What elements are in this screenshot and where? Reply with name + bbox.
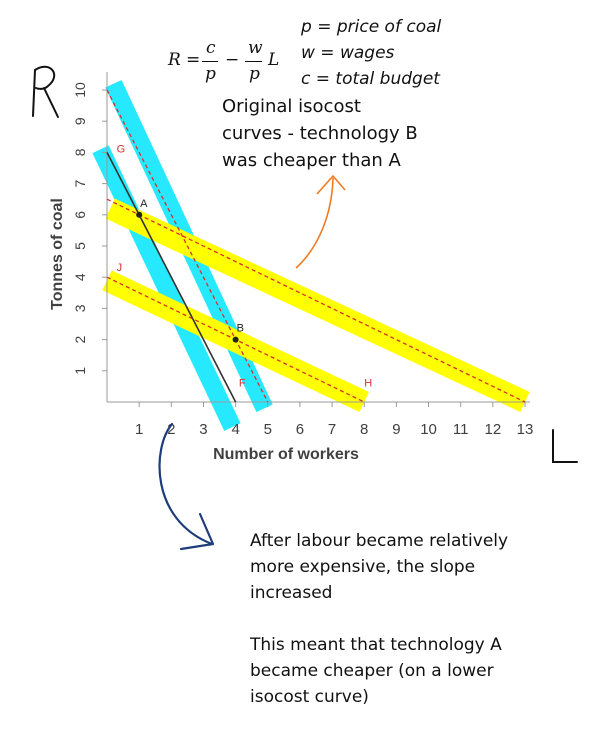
annotation-after-line: isocost curve) xyxy=(250,687,369,707)
isocost-line xyxy=(106,198,526,403)
line-label: F xyxy=(239,377,246,389)
line-label: J xyxy=(117,262,123,274)
formula-minus: − xyxy=(225,50,240,70)
annotation-after: After labour became relatively more expe… xyxy=(250,528,508,710)
legend-wages: w = wages xyxy=(301,43,395,63)
x-tick-label: 12 xyxy=(485,421,502,438)
annotation-after-line: increased xyxy=(250,583,333,603)
formula-eq: = xyxy=(186,50,201,70)
annotation-after-line: After labour became relatively xyxy=(250,531,509,551)
y-tick-label: 3 xyxy=(72,304,88,312)
formula-lhs: R xyxy=(168,50,181,70)
annotation-original-line: curves - technology B xyxy=(222,123,418,144)
isocost-line xyxy=(106,152,237,403)
variable-legend: p = price of coal w = wages c = total bu… xyxy=(301,14,441,92)
x-axis-label: Number of workers xyxy=(213,446,359,463)
x-tick-label: 6 xyxy=(296,421,304,438)
y-tick-label: 7 xyxy=(72,179,88,187)
x-tick-label: 5 xyxy=(264,421,272,438)
legend-budget: c = total budget xyxy=(301,69,440,89)
y-tick-label: 10 xyxy=(72,82,88,98)
x-tick-label: 11 xyxy=(453,421,469,438)
highlight-band-yellow xyxy=(105,198,530,412)
x-tick-label: 2 xyxy=(167,421,175,438)
y-axis-label: Tonnes of coal xyxy=(49,198,66,310)
formula-bar2 xyxy=(245,61,262,62)
y-tick-label: 8 xyxy=(72,148,88,156)
blue-arrow xyxy=(158,422,215,551)
legend-price: p = price of coal xyxy=(301,17,442,37)
annotation-original: Original isocost curves - technology B w… xyxy=(222,93,418,174)
formula-var: L xyxy=(268,50,280,70)
line-label: G xyxy=(117,143,126,155)
point-a xyxy=(136,211,143,218)
formula-bar1 xyxy=(202,61,218,62)
annotation-after-line: more expensive, the slope xyxy=(250,557,476,577)
y-tick-label: 5 xyxy=(72,242,88,250)
point-label: A xyxy=(140,198,148,210)
x-tick-label: 13 xyxy=(517,421,534,438)
formula-den2: p xyxy=(249,64,260,84)
handwritten-r-axis xyxy=(32,65,59,118)
formula-num2: w xyxy=(248,38,263,58)
highlight-band-cyan xyxy=(92,145,241,431)
x-tick-label: 3 xyxy=(199,421,207,438)
orange-arrow xyxy=(295,175,346,269)
line-label: H xyxy=(364,377,372,389)
point-b xyxy=(232,336,239,343)
point-label: B xyxy=(237,323,244,335)
x-tick-label: 7 xyxy=(328,421,336,438)
y-tick-label: 2 xyxy=(72,335,88,343)
isocost-line xyxy=(106,89,269,403)
y-tick-label: 9 xyxy=(72,117,88,125)
x-tick-label: 8 xyxy=(360,421,368,438)
axes xyxy=(106,72,530,403)
handwritten-l-axis xyxy=(552,429,578,463)
y-tick-label: 1 xyxy=(72,367,88,375)
tick-marks xyxy=(102,89,526,407)
y-tick-label: 4 xyxy=(72,273,88,281)
x-tick-label: 9 xyxy=(392,421,400,438)
formula-den1: p xyxy=(205,64,216,84)
x-tick-label: 10 xyxy=(420,421,437,438)
formula-num1: c xyxy=(206,38,216,58)
annotation-original-line: Original isocost xyxy=(222,96,361,117)
annotation-after-line: became cheaper (on a lower xyxy=(250,661,494,681)
y-tick-label: 6 xyxy=(72,211,88,219)
annotation-after-line: This meant that technology A xyxy=(250,635,502,655)
chart-points: A B G J F H xyxy=(117,143,373,389)
x-tick-label: 4 xyxy=(231,421,239,438)
isocost-lines xyxy=(106,89,526,403)
x-tick-label: 1 xyxy=(135,421,143,438)
annotation-original-line: was cheaper than A xyxy=(222,150,401,171)
